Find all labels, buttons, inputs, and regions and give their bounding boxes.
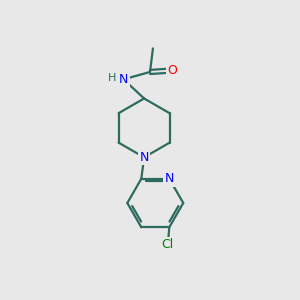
Text: N: N <box>119 73 128 86</box>
Text: N: N <box>140 151 149 164</box>
Text: H: H <box>108 73 116 83</box>
Text: N: N <box>165 172 174 185</box>
Text: O: O <box>167 64 177 77</box>
Text: Cl: Cl <box>162 238 174 251</box>
